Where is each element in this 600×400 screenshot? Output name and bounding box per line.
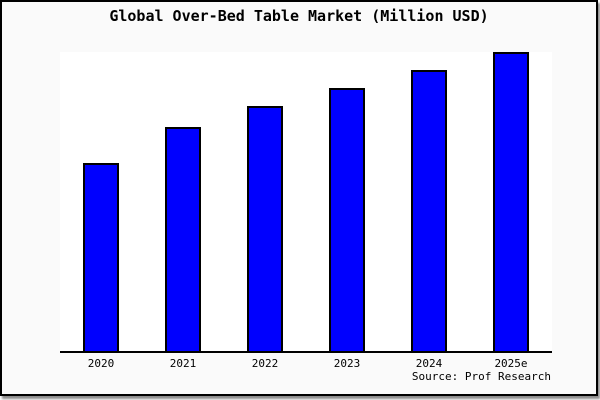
x-tick-label-2021: 2021 xyxy=(169,357,197,370)
bar-2022 xyxy=(247,106,283,351)
bar-2023 xyxy=(329,88,365,351)
bar-2021 xyxy=(165,127,201,351)
bar-slot xyxy=(306,52,388,351)
bar-2025e xyxy=(493,52,529,351)
source-text: Source: Prof Research xyxy=(411,370,551,383)
x-axis-labels: 2020 2021 2022 2023 2024 2025e xyxy=(60,357,552,370)
bar-slot xyxy=(60,52,142,351)
bar-slot xyxy=(224,52,306,351)
x-tick-label-2024: 2024 xyxy=(415,357,443,370)
bar-slot xyxy=(142,52,224,351)
bar-2024 xyxy=(411,70,447,351)
bars-container xyxy=(60,52,552,351)
bar-slot xyxy=(470,52,552,351)
bar-2020 xyxy=(83,163,119,351)
plot-area xyxy=(60,52,552,353)
x-tick-label-2025e: 2025e xyxy=(494,357,528,370)
bar-slot xyxy=(388,52,470,351)
x-tick-label-2022: 2022 xyxy=(251,357,279,370)
chart-title: Global Over-Bed Table Market (Million US… xyxy=(109,7,489,25)
x-tick-label-2023: 2023 xyxy=(333,357,361,370)
x-tick-label-2020: 2020 xyxy=(87,357,115,370)
